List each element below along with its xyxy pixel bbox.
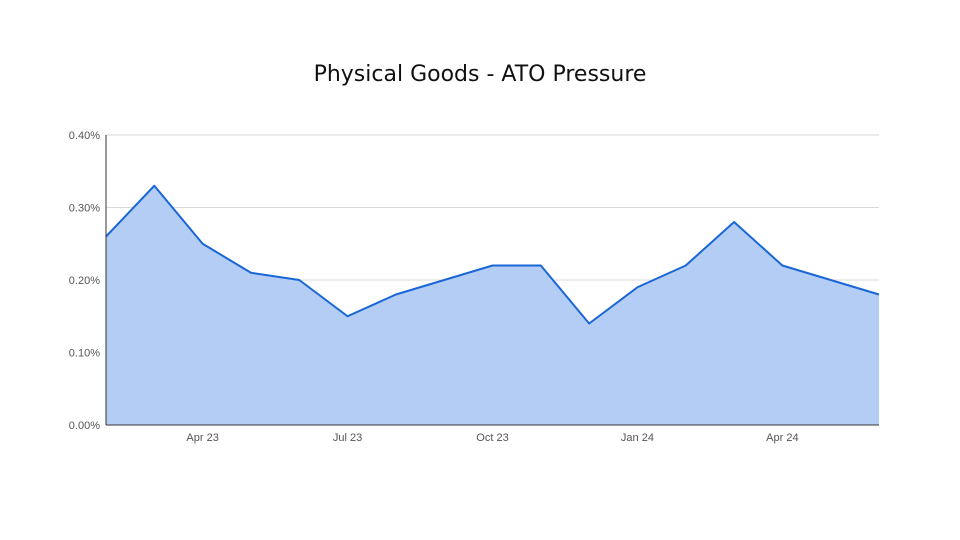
y-tick-label: 0.20% xyxy=(69,275,100,287)
axes xyxy=(105,135,879,426)
x-tick-label: Oct 23 xyxy=(476,432,508,444)
x-tick-label: Apr 23 xyxy=(186,432,218,444)
area-series xyxy=(105,184,880,425)
y-tick-label: 0.40% xyxy=(69,130,100,142)
x-tick-label: Jul 23 xyxy=(333,432,362,444)
chart-title: Physical Goods - ATO Pressure xyxy=(313,62,647,87)
y-tick-label: 0.00% xyxy=(69,420,100,432)
x-tick-label: Jan 24 xyxy=(621,432,654,444)
x-tick-label: Apr 24 xyxy=(766,432,798,444)
y-tick-label: 0.30% xyxy=(69,203,100,215)
y-tick-label: 0.10% xyxy=(69,348,100,360)
area-fill xyxy=(106,185,879,425)
y-axis-ticks: 0.00% 0.10% 0.20% 0.30% 0.40% xyxy=(69,130,100,432)
x-axis-ticks: Apr 23 Jul 23 Oct 23 Jan 24 Apr 24 xyxy=(186,432,798,444)
